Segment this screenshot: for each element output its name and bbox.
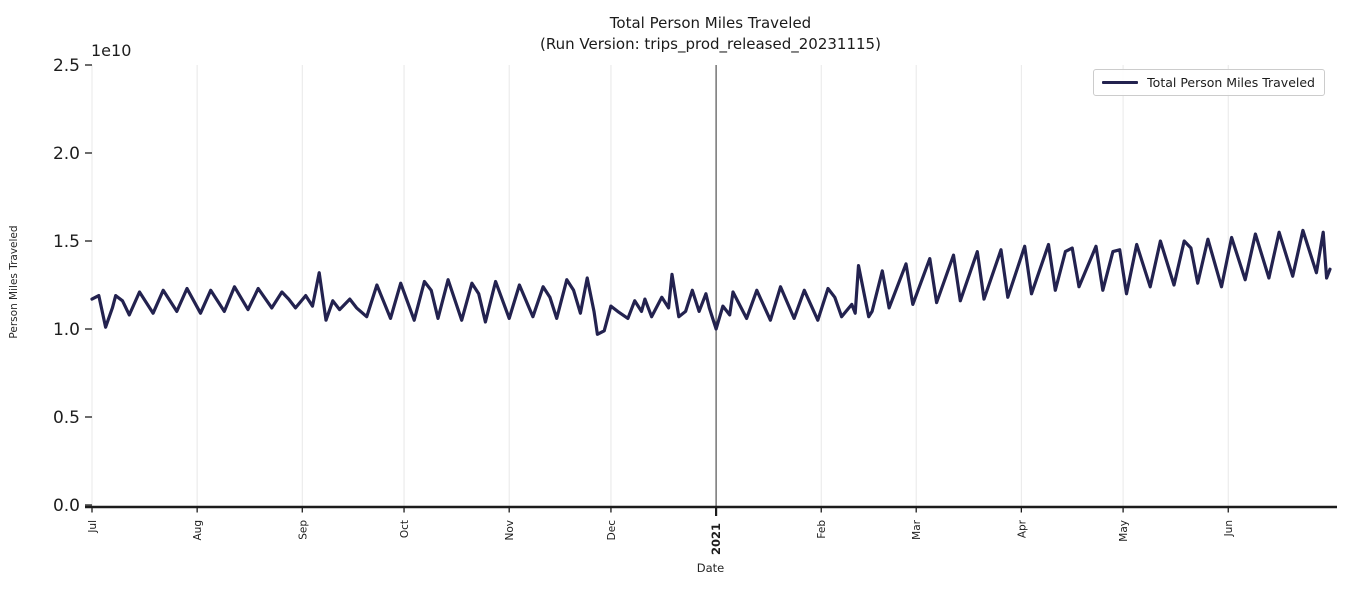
x-tick-label: Mar [911, 519, 923, 539]
y-axis-label: Person Miles Traveled [8, 225, 20, 339]
y-tick-label: 1.5 [53, 232, 80, 252]
y-tick-label: 2.0 [53, 144, 80, 164]
series-line-total-person-miles-traveled [90, 228, 1332, 336]
x-tick-label: 2021 [709, 523, 723, 555]
x-axis-label: Date [696, 561, 725, 575]
legend-label: Total Person Miles Traveled [1147, 75, 1315, 90]
chart-title: Total Person Miles Traveled [609, 14, 812, 32]
chart-title-block: Total Person Miles Traveled (Run Version… [91, 13, 1330, 55]
y-tick-label: 2.5 [53, 56, 80, 76]
legend-line-swatch [1102, 80, 1139, 85]
x-tick-label: Nov [504, 520, 516, 541]
y-tick-label: 0.5 [53, 408, 80, 428]
x-tick-label: May [1118, 520, 1130, 542]
y-axis-offset-text: 1e10 [91, 41, 131, 60]
legend: Total Person Miles Traveled [1093, 69, 1325, 96]
y-tick-label: 1.0 [53, 320, 80, 340]
x-tick-label: Apr [1016, 519, 1028, 538]
x-tick-label: Feb [816, 520, 828, 539]
x-tick-label: Aug [192, 520, 204, 541]
y-tick-label: 0.0 [53, 496, 80, 516]
x-tick-label: Dec [606, 520, 618, 541]
chart-subtitle: (Run Version: trips_prod_released_202311… [540, 35, 881, 53]
x-tick-label: Jun [1223, 520, 1235, 537]
x-tick-label: Sep [297, 520, 309, 540]
x-tick-label: Jul [87, 520, 99, 534]
x-tick-label: Oct [399, 520, 411, 538]
